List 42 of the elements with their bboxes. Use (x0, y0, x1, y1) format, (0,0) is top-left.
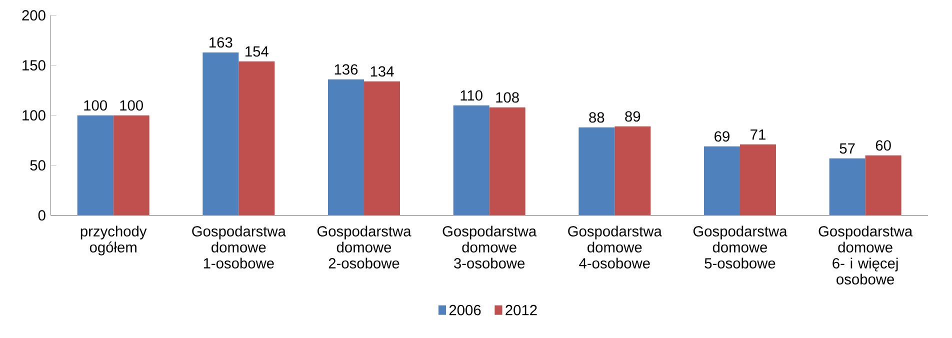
bar (364, 81, 400, 216)
x-tick-label: Gospodarstwa domowe 6- i więcej osobowe (818, 226, 913, 284)
bar (77, 115, 114, 216)
data-label: 134 (370, 66, 394, 77)
data-label: 69 (714, 131, 730, 142)
data-label: 57 (840, 143, 855, 154)
bar (865, 155, 902, 216)
bar (614, 126, 651, 216)
legend-label: 2012 (506, 304, 537, 316)
y-tick-label: 50 (30, 160, 46, 171)
bar (238, 61, 275, 216)
data-label: 163 (210, 37, 232, 48)
y-tick-label: 0 (38, 210, 46, 221)
data-label: 60 (876, 140, 891, 151)
bar (740, 144, 776, 216)
bar (202, 52, 239, 216)
data-label: 89 (625, 111, 640, 122)
data-label: 110 (460, 90, 482, 101)
x-tick-label: Gospodarstwa domowe 2-osobowe (317, 226, 412, 268)
x-tick-label: Gospodarstwa domowe 4-osobowe (568, 226, 662, 268)
x-tick-label: przychody ogółem (80, 226, 147, 256)
legend-label: 2006 (449, 304, 481, 316)
x-tick-label: Gospodarstwa domowe 1-osobowe (192, 226, 286, 268)
data-label: 154 (246, 46, 268, 57)
bar (704, 146, 740, 216)
data-label: 100 (120, 100, 143, 111)
bar (113, 115, 150, 216)
y-tick-label: 150 (22, 60, 46, 71)
bar (829, 158, 866, 216)
bar (489, 107, 526, 216)
bar (453, 105, 490, 216)
x-tick-label: Gospodarstwa domowe 5-osobowe (693, 226, 788, 268)
bar (328, 79, 364, 216)
bar (578, 127, 615, 216)
data-label: 108 (496, 92, 519, 103)
data-label: 136 (334, 64, 358, 75)
data-label: 100 (84, 100, 107, 111)
data-label: 71 (750, 130, 766, 140)
x-tick-label: Gospodarstwa domowe 3-osobowe (442, 226, 537, 268)
data-label: 88 (589, 112, 604, 123)
y-tick-label: 100 (22, 110, 46, 121)
y-tick-label: 200 (22, 10, 46, 21)
